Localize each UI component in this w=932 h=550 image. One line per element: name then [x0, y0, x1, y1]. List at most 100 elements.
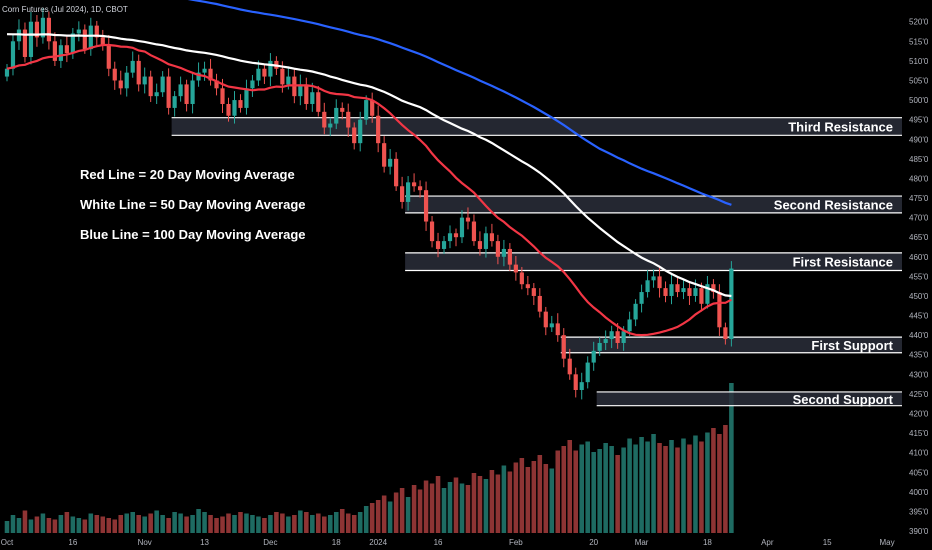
price-tick-label: 470'0 [909, 214, 929, 223]
candle-body [202, 68, 207, 73]
candle-body [130, 60, 135, 73]
candle-body [94, 25, 99, 38]
volume-bar [322, 516, 327, 533]
candle-body [22, 29, 28, 57]
volume-bar [723, 425, 728, 533]
volume-bar [88, 513, 94, 533]
candle-body [34, 21, 40, 38]
candle-body [352, 127, 357, 144]
volume-bar [178, 513, 183, 533]
candle-body [10, 41, 16, 69]
candle-body [573, 374, 578, 390]
candle-body [142, 76, 147, 85]
candle-body [423, 190, 429, 222]
ma-50-line [6, 33, 732, 298]
volume-bar [381, 495, 387, 533]
volume-bar [597, 449, 602, 533]
candle-body [76, 29, 81, 34]
candle-body [495, 241, 500, 257]
zone-band [405, 252, 902, 271]
volume-bar [393, 492, 399, 533]
zone-band [596, 391, 902, 406]
candle-body [166, 76, 171, 108]
volume-bar [483, 479, 489, 533]
chart-header-title: Corn Futures (Jul 2024), 1D, CBOT [2, 5, 128, 14]
candle-body [597, 342, 602, 351]
price-tick-label: 520'0 [909, 18, 929, 27]
time-tick-label: May [879, 538, 894, 547]
volume-bar [603, 443, 608, 533]
candle-body [178, 84, 183, 97]
candle-body [244, 88, 249, 108]
volume-bar [549, 468, 555, 533]
candle-body [286, 76, 291, 85]
time-tick-label: 18 [703, 538, 712, 547]
volume-bar [112, 519, 118, 533]
candle-body [400, 186, 405, 202]
time-tick-label: Nov [138, 538, 152, 547]
candle-body [561, 335, 566, 359]
volume-bar [687, 444, 692, 533]
ma-100-line [187, 0, 732, 206]
candle-body [46, 17, 51, 42]
volume-bar [513, 462, 519, 533]
volume-bar [405, 497, 411, 533]
candle-body [394, 158, 399, 187]
volume-bar [471, 473, 477, 533]
volume-bar [615, 455, 620, 533]
volume-bar [411, 485, 417, 533]
volume-bar [316, 513, 321, 533]
candle-body [346, 111, 351, 128]
volume-bar [519, 458, 525, 533]
volume-bar [555, 450, 561, 533]
volume-bar [357, 512, 363, 533]
volume-bar [681, 438, 686, 533]
volume-bar [609, 446, 614, 533]
price-tick-label: 480'0 [909, 174, 929, 183]
candle-body [376, 115, 381, 144]
candle-body [657, 276, 662, 289]
price-tick-label: 430'0 [909, 370, 929, 379]
candle-body [364, 100, 369, 120]
candle-body [310, 92, 315, 104]
candle-body [40, 17, 46, 38]
candle-body [555, 323, 560, 336]
volume-bar [507, 471, 513, 533]
volume-bar [34, 516, 40, 533]
candle-body [160, 76, 165, 93]
price-axis[interactable]: 520'0 515'0 510'0 505'0 500'0 495'0 490'0 485'0… [909, 18, 929, 536]
candle-body [388, 158, 393, 167]
volume-bar [100, 516, 106, 533]
zone-band [405, 196, 902, 213]
candle-body [717, 292, 722, 328]
volume-bar [136, 515, 141, 533]
volume-bar [477, 476, 483, 533]
legend-line-red: Red Line = 20 Day Moving Average [80, 167, 295, 182]
candle-body [268, 60, 273, 77]
price-tick-label: 460'0 [909, 253, 929, 262]
zone-label: First Support [811, 338, 893, 353]
candle-body [507, 248, 512, 265]
time-tick-label: Feb [509, 538, 523, 547]
volume-bar [699, 441, 704, 533]
volume-bar [729, 383, 734, 533]
candle-body [651, 276, 656, 281]
volume-bar [363, 506, 369, 533]
volume-bar [208, 515, 213, 533]
candle-body [196, 72, 201, 81]
candle-body [88, 25, 93, 50]
volume-bar [561, 446, 567, 533]
candle-body [615, 331, 620, 343]
candle-body [675, 284, 680, 293]
volume-bar [669, 440, 674, 533]
zone-label: Third Resistance [788, 120, 893, 135]
price-tick-label: 440'0 [909, 331, 929, 340]
volume-bar [429, 483, 435, 533]
time-axis[interactable]: Oct 16 Nov 13 Dec 18 2024 16 Feb 20 Mar 18 Apr 15 May [1, 538, 895, 547]
volume-bar [495, 474, 501, 533]
candle-body [585, 362, 590, 383]
volume-bar [645, 441, 650, 533]
volume-bar [196, 509, 201, 533]
candle-body [124, 72, 129, 89]
